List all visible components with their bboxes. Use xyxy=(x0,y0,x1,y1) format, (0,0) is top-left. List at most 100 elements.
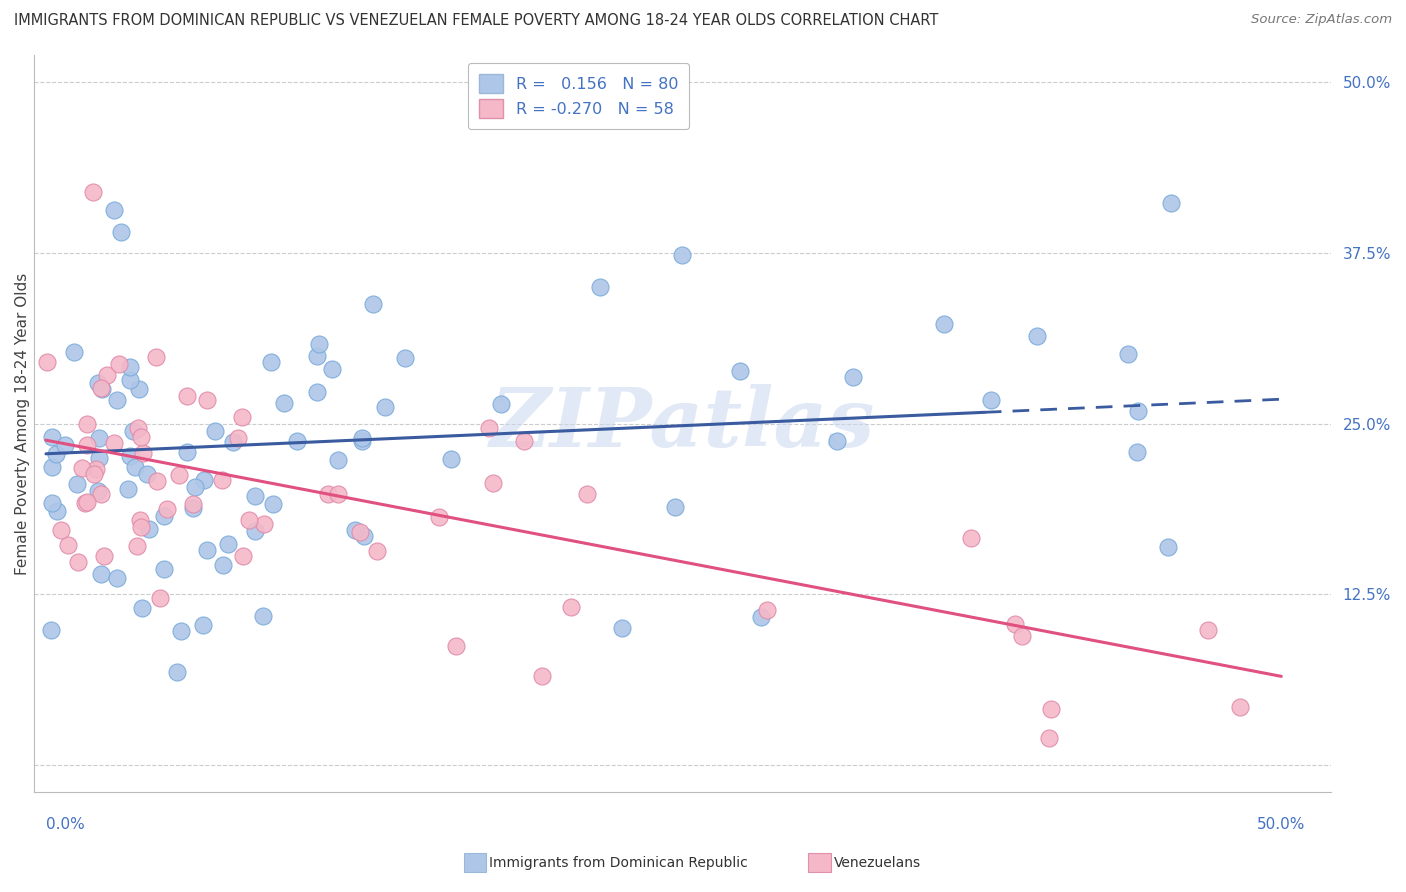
Point xyxy=(39,623,62,637)
Point xyxy=(90,382,112,396)
Point xyxy=(152,562,174,576)
Point xyxy=(124,459,146,474)
Point xyxy=(93,549,115,563)
Point xyxy=(76,495,98,509)
Point xyxy=(756,602,779,616)
Point xyxy=(575,487,598,501)
Point xyxy=(1126,444,1149,458)
Point xyxy=(361,297,384,311)
Point xyxy=(353,529,375,543)
Point xyxy=(132,446,155,460)
Point xyxy=(149,591,172,606)
Point xyxy=(260,355,283,369)
Point xyxy=(1040,702,1063,716)
Point xyxy=(842,370,865,384)
Point xyxy=(1038,731,1060,745)
Point xyxy=(125,539,148,553)
Y-axis label: Female Poverty Among 18-24 Year Olds: Female Poverty Among 18-24 Year Olds xyxy=(15,273,30,575)
Point xyxy=(252,609,274,624)
Point xyxy=(45,447,67,461)
Point xyxy=(103,203,125,218)
Point xyxy=(1197,623,1219,637)
Point xyxy=(117,482,139,496)
Point xyxy=(326,453,349,467)
Point xyxy=(120,449,142,463)
Point xyxy=(959,531,981,545)
Point xyxy=(352,431,374,445)
Point xyxy=(118,373,141,387)
Point xyxy=(513,434,536,449)
Text: Immigrants from Dominican Republic: Immigrants from Dominican Republic xyxy=(489,855,748,870)
Point xyxy=(82,185,104,199)
Point xyxy=(135,467,157,481)
Point xyxy=(749,610,772,624)
Point xyxy=(427,510,450,524)
Point xyxy=(1026,329,1049,343)
Point xyxy=(181,497,204,511)
Point xyxy=(131,600,153,615)
Point xyxy=(121,424,143,438)
Point xyxy=(932,317,955,331)
Text: Venezuelans: Venezuelans xyxy=(834,855,921,870)
Point xyxy=(90,487,112,501)
Point xyxy=(273,396,295,410)
Text: 50.0%: 50.0% xyxy=(1257,817,1305,832)
Point xyxy=(560,600,582,615)
Point xyxy=(308,337,330,351)
Text: Source: ZipAtlas.com: Source: ZipAtlas.com xyxy=(1251,13,1392,27)
Point xyxy=(825,434,848,449)
Point xyxy=(350,434,373,448)
Point xyxy=(87,431,110,445)
Point xyxy=(671,247,693,261)
Text: IMMIGRANTS FROM DOMINICAN REPUBLIC VS VENEZUELAN FEMALE POVERTY AMONG 18-24 YEAR: IMMIGRANTS FROM DOMINICAN REPUBLIC VS VE… xyxy=(14,13,938,29)
Point xyxy=(76,417,98,432)
Point xyxy=(41,496,63,510)
Point xyxy=(478,421,501,435)
Point xyxy=(35,355,58,369)
Point xyxy=(87,376,110,390)
Point xyxy=(105,571,128,585)
Text: 0.0%: 0.0% xyxy=(46,817,84,832)
Point xyxy=(56,537,79,551)
Point xyxy=(243,489,266,503)
Point xyxy=(482,475,505,490)
Point xyxy=(980,392,1002,407)
Point xyxy=(231,409,253,424)
Point xyxy=(84,462,107,476)
Point xyxy=(245,524,267,538)
Point xyxy=(170,624,193,639)
Point xyxy=(128,513,150,527)
Point xyxy=(211,473,233,487)
Point xyxy=(90,566,112,581)
Point xyxy=(191,618,214,632)
Point xyxy=(612,621,634,635)
Point xyxy=(217,537,239,551)
Point xyxy=(129,430,152,444)
Point xyxy=(1118,347,1140,361)
Point xyxy=(73,496,96,510)
Point xyxy=(305,384,328,399)
Point xyxy=(222,435,245,450)
Point xyxy=(531,669,554,683)
Point xyxy=(1011,629,1033,643)
Point xyxy=(183,480,205,494)
Point xyxy=(204,424,226,438)
Point xyxy=(195,542,218,557)
Point xyxy=(41,430,63,444)
Point xyxy=(728,364,751,378)
Point xyxy=(87,450,110,465)
Point xyxy=(349,524,371,539)
Point xyxy=(195,392,218,407)
Point xyxy=(63,345,86,359)
Point xyxy=(1157,540,1180,554)
Point xyxy=(285,434,308,449)
Point xyxy=(262,497,284,511)
Point xyxy=(176,389,198,403)
Point xyxy=(110,225,132,239)
Point xyxy=(343,524,366,538)
Point xyxy=(394,351,416,366)
Point xyxy=(440,452,463,467)
Point xyxy=(120,360,142,375)
Point xyxy=(70,460,93,475)
Point xyxy=(83,467,105,482)
